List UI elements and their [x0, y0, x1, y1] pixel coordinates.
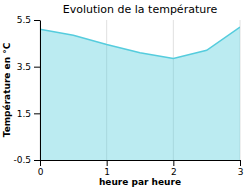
y-label: Température en °C	[2, 42, 12, 137]
tick-mark	[34, 20, 40, 21]
tick-label: 3	[238, 167, 244, 177]
tick-mark	[240, 160, 241, 166]
tick-label: 0	[38, 167, 44, 177]
tick-mark	[40, 160, 41, 166]
tick-label: 5.5	[17, 15, 31, 25]
tick: 0	[38, 160, 44, 177]
x-label: heure par heure	[99, 177, 181, 187]
tick-mark	[34, 67, 40, 68]
tick-label: -0.5	[13, 155, 31, 165]
tick: 3.5	[17, 62, 40, 72]
line	[40, 27, 240, 59]
tick-mark	[173, 160, 174, 166]
tick-mark	[34, 113, 40, 114]
tick: 5.5	[17, 15, 40, 25]
y-axis: -0.5 1.5 3.5 5.5	[13, 15, 40, 165]
tick: 1.5	[17, 109, 40, 119]
tick: 1	[104, 160, 110, 177]
grid-line	[40, 20, 41, 160]
tick: 3	[238, 160, 244, 177]
grid	[40, 20, 240, 160]
tick: 2	[171, 160, 177, 177]
tick-label: 1.5	[17, 109, 31, 119]
plot: 0 1 2 3 -0.5 1.5 3.5 5.5	[13, 15, 243, 177]
x-axis: 0 1 2 3	[38, 160, 244, 177]
tick-label: 2	[171, 167, 177, 177]
marks	[40, 27, 240, 160]
area	[40, 27, 240, 160]
tick-label: 3.5	[17, 62, 31, 72]
chart: 0 1 2 3 -0.5 1.5 3.5 5.5 Evolution de la tempéra…	[0, 0, 250, 188]
axis-line	[40, 21, 41, 161]
tick-label: 1	[104, 167, 110, 177]
tick: -0.5	[13, 155, 40, 165]
axis-line	[41, 160, 241, 161]
tick-mark	[107, 160, 108, 166]
tick-mark	[34, 160, 40, 161]
title: Evolution de la température	[63, 3, 218, 16]
